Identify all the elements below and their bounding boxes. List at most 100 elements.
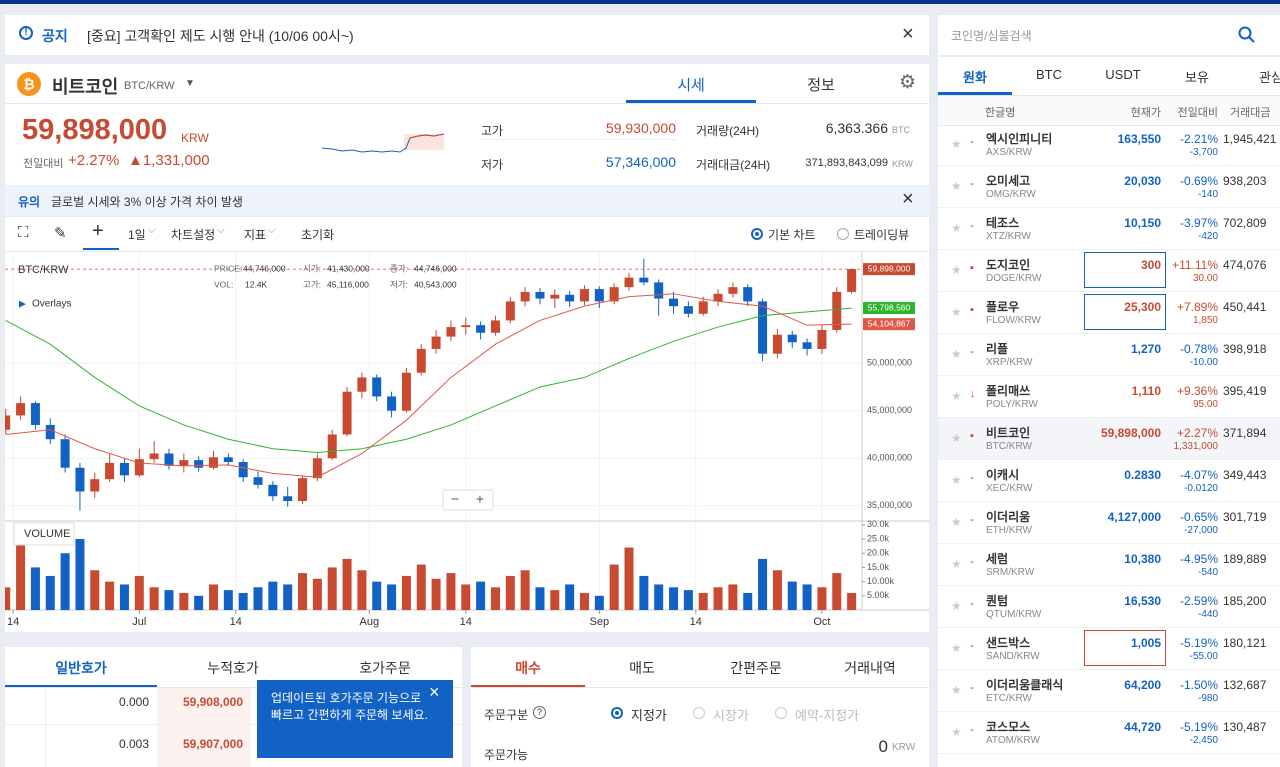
star-icon[interactable]: ★ xyxy=(951,221,962,235)
market-tab[interactable]: USDT xyxy=(1105,67,1141,82)
coin-name[interactable]: 이더리움클래식 xyxy=(986,678,1064,692)
coin-name[interactable]: 플로우 xyxy=(986,300,1020,314)
order-tab[interactable]: 간편주문 xyxy=(730,660,782,676)
order-tab[interactable]: 거래내역 xyxy=(844,660,896,676)
star-icon[interactable]: ★ xyxy=(951,725,962,739)
market-row[interactable]: ★ - 이캐시 XEC/KRW 0.2830 -4.07% -0.0120 349,443 xyxy=(938,460,1280,502)
option-tradingview[interactable]: 트레이딩뷰 xyxy=(854,228,910,242)
market-tab[interactable]: 보유 xyxy=(1185,70,1209,85)
order-tab[interactable]: 매수 xyxy=(515,660,541,676)
search-icon[interactable] xyxy=(1238,26,1256,44)
order-type-radio[interactable] xyxy=(611,707,623,719)
candle-body xyxy=(594,289,604,302)
market-row[interactable]: ★ ▪ 도지코인 DOGE/KRW 300 +11.11% 30.00 474,076 xyxy=(938,250,1280,292)
star-icon[interactable]: ★ xyxy=(951,599,962,613)
coin-dropdown[interactable]: ▼ xyxy=(185,78,195,89)
tooltip-close[interactable]: × xyxy=(429,682,440,702)
draw-icon[interactable]: ✎ xyxy=(54,225,67,242)
coin-name[interactable]: 이캐시 xyxy=(986,468,1020,482)
stat-value: 371,893,843,099 xyxy=(805,157,888,169)
order-type[interactable]: 지정가 xyxy=(631,708,667,723)
search-bar[interactable]: 코인명/심볼검색 xyxy=(938,15,1280,55)
candle-body xyxy=(446,327,456,337)
market-row[interactable]: ★ - 오미세고 OMG/KRW 20,030 -0.69% -140 938,203 xyxy=(938,166,1280,208)
column-header[interactable]: 전일대비 xyxy=(1177,107,1218,119)
crosshair-icon[interactable]: + xyxy=(92,220,104,242)
order-type[interactable]: 시장가 xyxy=(713,708,749,723)
market-tab[interactable]: BTC xyxy=(1036,67,1062,82)
coin-name[interactable]: 비트코인 xyxy=(986,426,1031,440)
orderbook-tab[interactable]: 일반호가 xyxy=(55,660,107,676)
dropdown-chevron[interactable]: ⌵ xyxy=(148,225,156,236)
help-icon[interactable]: ? xyxy=(533,706,546,719)
toolbar-item[interactable]: 초기화 xyxy=(301,228,335,242)
star-icon[interactable]: ★ xyxy=(951,179,962,193)
close-button[interactable]: × xyxy=(902,23,914,45)
toolbar-item[interactable]: 1일 xyxy=(128,228,146,242)
notice-text[interactable]: [중요] 고객확인 제도 시행 안내 (10/06 00시~) xyxy=(87,28,354,44)
market-row[interactable]: ★ - 리플 XRP/KRW 1,270 -0.78% -10.00 398,918 xyxy=(938,334,1280,376)
order-type-radio[interactable] xyxy=(775,707,787,719)
market-tab[interactable]: 관심 xyxy=(1259,70,1280,85)
chart-title: BTC/KRW xyxy=(18,264,69,276)
order-type[interactable]: 예약-지정가 xyxy=(795,708,860,723)
star-icon[interactable]: ★ xyxy=(951,137,962,151)
order-tab[interactable]: 매도 xyxy=(629,660,655,676)
toolbar-item[interactable]: 지표 xyxy=(244,228,267,242)
star-icon[interactable]: ★ xyxy=(951,263,962,277)
market-tab[interactable]: 원화 xyxy=(963,70,987,85)
column-header[interactable]: 한글명 xyxy=(985,107,1016,119)
coin-name[interactable]: 리플 xyxy=(986,342,1009,356)
coin-name[interactable]: 샌드박스 xyxy=(986,636,1031,650)
toolbar-item[interactable]: 차트설정 xyxy=(171,228,216,242)
orderbook-tab[interactable]: 호가주문 xyxy=(359,660,411,676)
close-button[interactable]: × xyxy=(902,188,914,210)
market-row[interactable]: ★ - 세럼 SRM/KRW 10,380 -4.95% -540 189,889 xyxy=(938,544,1280,586)
radio-basic[interactable] xyxy=(751,228,763,240)
radio-tradingview[interactable] xyxy=(837,228,849,240)
coin-change-pct: -2.59% xyxy=(1179,594,1218,608)
option-basic[interactable]: 기본 차트 xyxy=(768,228,816,242)
coin-name[interactable]: 코스모스 xyxy=(986,720,1031,734)
tab-info[interactable]: 정보 xyxy=(807,77,835,94)
coin-name[interactable]: 테조스 xyxy=(986,216,1020,230)
market-row[interactable]: ★ - 테조스 XTZ/KRW 10,150 -3.97% -420 702,809 xyxy=(938,208,1280,250)
star-icon[interactable]: ★ xyxy=(951,305,962,319)
column-header[interactable]: 현재가 xyxy=(1130,107,1161,119)
star-icon[interactable]: ★ xyxy=(951,431,962,445)
coin-name[interactable]: 퀀텀 xyxy=(986,594,1009,608)
candle-body xyxy=(105,462,115,480)
tab-quote[interactable]: 시세 xyxy=(677,77,705,94)
coin-name[interactable]: 도지코인 xyxy=(986,258,1031,272)
coin-name[interactable]: 세럼 xyxy=(986,552,1009,566)
market-row[interactable]: ★ - 이더리움 ETH/KRW 4,127,000 -0.65% -27,000 301,7… xyxy=(938,502,1280,544)
market-row[interactable]: ★ - 이더리움클래식 ETC/KRW 64,200 -1.50% -980 132,687 xyxy=(938,670,1280,712)
market-row[interactable]: ★ ▪ 비트코인 BTC/KRW 59,898,000 +2.27% 1,331,000 37… xyxy=(938,418,1280,460)
dropdown-chevron[interactable]: ⌵ xyxy=(268,225,276,236)
coin-name[interactable]: 폴리매쓰 xyxy=(986,384,1031,398)
market-row[interactable]: ★ - 코스모스 ATOM/KRW 44,720 -5.19% -2,450 130,487 xyxy=(938,712,1280,754)
star-icon[interactable]: ★ xyxy=(951,389,962,403)
divider xyxy=(5,687,462,688)
market-row[interactable]: ★ - 퀀텀 QTUM/KRW 16,530 -2.59% -440 185,200 xyxy=(938,586,1280,628)
star-icon[interactable]: ★ xyxy=(951,347,962,361)
star-icon[interactable]: ★ xyxy=(951,515,962,529)
order-type-radio[interactable] xyxy=(693,707,705,719)
star-icon[interactable]: ★ xyxy=(951,683,962,697)
star-icon[interactable]: ★ xyxy=(951,473,962,487)
star-icon[interactable]: ★ xyxy=(951,557,962,571)
market-row[interactable]: ★ - 샌드박스 SAND/KRW 1,005 -5.19% -55.00 180,121 xyxy=(938,628,1280,670)
dropdown-chevron[interactable]: ⌵ xyxy=(217,225,225,236)
fullscreen-icon[interactable]: ⛶ xyxy=(18,224,29,241)
market-row[interactable]: ★ ▪ 플로우 FLOW/KRW 25,300 +7.89% 1,850 450,441 xyxy=(938,292,1280,334)
column-header[interactable]: 거래대금 xyxy=(1230,107,1271,119)
market-row[interactable]: ★ - 엑시인피니티 AXS/KRW 163,550 -2.21% -3,700 1,945,… xyxy=(938,124,1280,166)
star-icon[interactable]: ★ xyxy=(951,641,962,655)
coin-name[interactable]: 오미세고 xyxy=(986,174,1031,188)
settings-icon[interactable]: ⚙ xyxy=(899,72,917,93)
market-row[interactable]: ★ ↓ 폴리매쓰 POLY/KRW 1,110 +9.36% 95.00 395,419 xyxy=(938,376,1280,418)
coin-name[interactable]: 이더리움 xyxy=(986,510,1031,524)
orderbook-tab[interactable]: 누적호가 xyxy=(207,660,259,676)
candle-body xyxy=(550,294,560,299)
coin-name[interactable]: 엑시인피니티 xyxy=(986,132,1053,146)
